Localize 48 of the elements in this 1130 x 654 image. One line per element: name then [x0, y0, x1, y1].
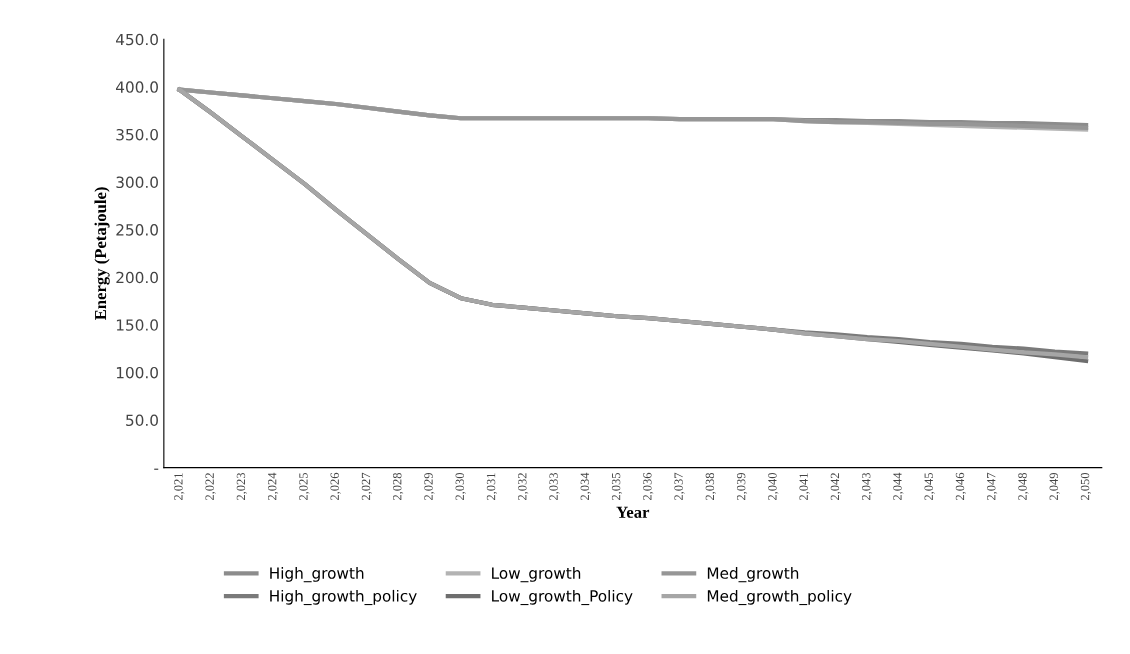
y-tick-label: 250.0	[116, 224, 158, 236]
x-tick-label: 2,021	[174, 473, 185, 501]
x-tick-label: 2,039	[736, 472, 748, 501]
x-tick-label: 2,030	[455, 472, 466, 501]
y-tick-label: 350.0	[116, 128, 158, 141]
x-tick-label: 2,025	[299, 472, 310, 501]
legend-label: Med_growth_policy	[707, 589, 852, 606]
x-tick-label: 2,032	[518, 473, 529, 501]
x-tick-label: 2,027	[361, 472, 372, 501]
x-tick-label: 2,035	[611, 472, 623, 501]
y-tick-label: -	[154, 468, 159, 470]
legend-label: High_growth_policy	[270, 589, 417, 606]
x-tick-label: 2,042	[830, 473, 841, 501]
x-tick-label: 2,041	[799, 473, 810, 501]
legend-label: Low_growth_Policy	[492, 589, 633, 606]
legend-label: Med_growth	[707, 567, 799, 583]
x-tick-label: 2,024	[267, 472, 279, 501]
x-tick-label: 2,038	[705, 472, 716, 501]
x-tick-label: 2,034	[580, 472, 591, 501]
y-tick-label: 450.0	[116, 33, 158, 46]
x-tick-label: 2,044	[893, 472, 904, 501]
y-tick-label: 100.0	[116, 366, 158, 379]
x-tick-label: 2,023	[236, 472, 247, 501]
y-tick-label: 200.0	[116, 271, 158, 284]
x-tick-label: 2,036	[643, 472, 654, 501]
x-tick-label: 2,031	[486, 473, 498, 501]
x-tick-label: 2,040	[768, 472, 779, 501]
legend-label: High_growth	[270, 567, 364, 583]
x-tick-label: 2,043	[861, 472, 873, 501]
y-axis-title: Energy (Petajoule)	[94, 187, 110, 321]
x-tick-label: 2,022	[205, 473, 216, 501]
x-tick-label: 2,045	[924, 472, 935, 501]
x-tick-label: 2,029	[424, 472, 435, 501]
x-axis-title: Year	[616, 506, 650, 518]
y-tick-label: 300.0	[116, 176, 158, 189]
x-tick-label: 2,026	[330, 472, 341, 501]
y-tick-label: 400.0	[116, 81, 158, 93]
x-tick-label: 2,050	[1080, 472, 1092, 501]
y-tick-label: 150.0	[116, 319, 158, 331]
y-tick-label: 50.0	[126, 414, 158, 427]
legend-label: Low_growth	[492, 567, 581, 583]
x-tick-label: 2,046	[955, 472, 966, 501]
x-tick-label: 2,048	[1018, 472, 1029, 501]
x-tick-label: 2,047	[987, 472, 998, 501]
x-tick-label: 2,033	[549, 472, 560, 501]
x-tick-label: 2,028	[393, 472, 404, 501]
x-tick-label: 2,037	[674, 472, 685, 501]
x-tick-label: 2,049	[1049, 472, 1060, 501]
